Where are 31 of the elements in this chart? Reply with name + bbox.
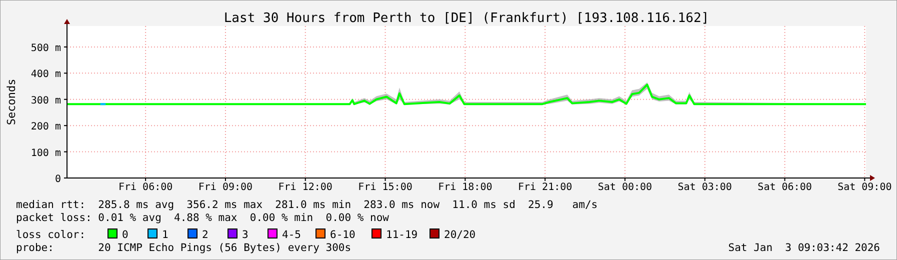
legend-title: loss color: [16,229,86,241]
y-tick-label: 200 m [30,122,61,133]
x-tick-label: Sat 03:00 [678,182,732,193]
y-tick-label: 300 m [30,95,61,106]
chart-title: Last 30 Hours from Perth to [DE] (Frankfurt) [193.108.116.162] [224,11,710,26]
text: Sat Jan 3 09:03:42 2026 [728,242,880,254]
x-tick-label: Fri 12:00 [278,182,332,193]
legend-label: 20/20 [444,229,476,241]
y-axis-title: Seconds [5,78,18,126]
x-tick-label: Sat 06:00 [758,182,812,193]
legend-label: 0 [122,229,128,241]
legend-label: 1 [162,229,168,241]
legend-label: 11-19 [386,229,418,241]
x-tick-label: Fri 09:00 [198,182,253,193]
text: probe: 20 ICMP Echo Pings (56 Bytes) every 300s [16,242,352,254]
y-tick-label: 0 [54,174,61,185]
text: packet loss: 0.01 % avg 4.88 % max 0.00 % min 0.00 % now [16,212,390,224]
y-tick-label: 500 m [30,42,61,54]
x-tick-label: Fri 21:00 [518,182,572,193]
text: median rtt: 285.8 ms avg 356.2 ms max 281.0 ms min 283.0 ms now 11.0 ms sd 25.9 am/s [16,199,598,211]
legend-label: 3 [242,229,248,241]
x-tick-label: Fri 18:00 [438,182,492,193]
x-tick-label: Fri 06:00 [118,182,173,193]
y-tick-label: 400 m [30,69,61,80]
x-tick-label: Fri 15:00 [358,182,412,193]
legend-label: 2 [202,229,208,241]
y-tick-label: 100 m [30,148,61,159]
legend-label: 4-5 [282,229,301,241]
x-tick-label: Sat 09:00 [838,182,892,193]
x-tick-label: Sat 00:00 [598,182,652,193]
legend-label: 6-10 [330,229,356,241]
